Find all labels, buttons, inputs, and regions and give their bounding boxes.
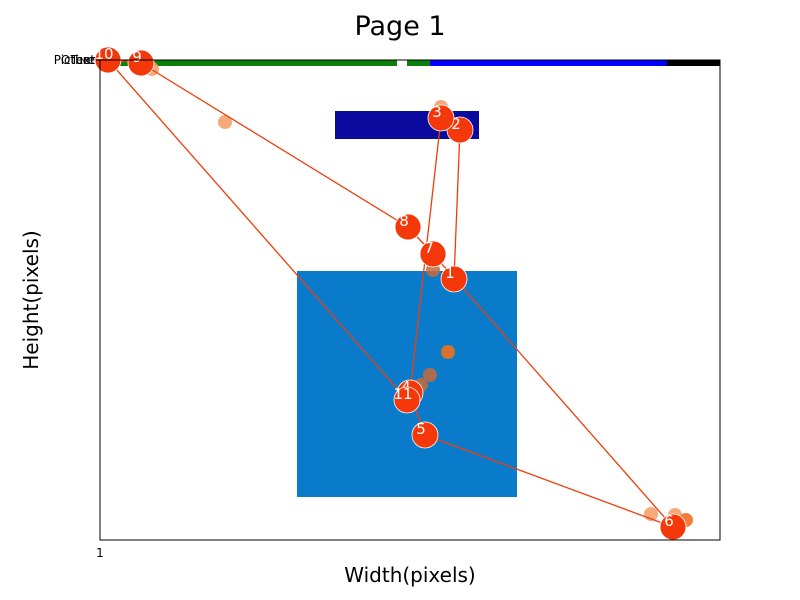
- plot-frame: [99, 59, 721, 541]
- raw-gaze-point: [441, 345, 455, 359]
- legend-bar-black: [667, 60, 720, 66]
- fixation-marker: [446, 116, 474, 144]
- fixation-3: 3: [427, 103, 455, 132]
- x-tick-label: 1: [96, 546, 104, 560]
- fixation-label: 10: [94, 45, 113, 63]
- scanpath-segment: [453, 129, 461, 280]
- fixation-11: 11: [393, 385, 421, 414]
- fixation-10: 10: [94, 45, 122, 74]
- chart-title: Page 1: [354, 11, 445, 42]
- fixation-marker: [127, 49, 155, 77]
- fixation-label: 11: [393, 385, 412, 403]
- scanpath-segment: [107, 59, 408, 401]
- fixation-1: 1: [440, 264, 468, 293]
- legend-bar-blue: [430, 60, 667, 66]
- fixation-label: 5: [416, 420, 426, 438]
- y-tick-label: Text: [70, 53, 96, 67]
- fixation-label: 6: [664, 512, 674, 530]
- fixation-7: 7: [419, 239, 447, 268]
- fixation-label: 3: [432, 103, 442, 121]
- regions-layer: [100, 60, 720, 497]
- scanpath-segment: [140, 62, 409, 228]
- fixation-8: 8: [394, 212, 422, 241]
- fixation-label: 2: [451, 115, 461, 133]
- fixation-marker: [419, 240, 447, 268]
- fixation-marker: [411, 421, 439, 449]
- fixation-label: 8: [399, 212, 409, 230]
- fixation-marker: [440, 265, 468, 293]
- fixation-label: 9: [132, 48, 142, 66]
- fixation-marker: [394, 213, 422, 241]
- plot-area: 1234567891011: [94, 45, 721, 541]
- raw-gaze-point: [423, 368, 437, 382]
- y-axis-label: Height(pixels): [19, 230, 43, 369]
- x-axis-label: Width(pixels): [344, 563, 475, 587]
- fixation-label: 7: [424, 239, 434, 257]
- y-tick-label: Picture: [54, 53, 95, 67]
- y-tick-label: Other: [61, 53, 95, 67]
- fixation-marker: [427, 104, 455, 132]
- fixation-2: 2: [446, 115, 474, 144]
- fixation-label: 1: [445, 264, 455, 282]
- fixation-9: 9: [127, 48, 155, 77]
- legend-bar-green-left: [100, 60, 397, 66]
- scanpath-segment: [432, 253, 674, 528]
- legend-bar-green-right: [407, 60, 430, 66]
- fixation-marker: [393, 386, 421, 414]
- raw-gaze-point: [218, 115, 232, 129]
- fixation-5: 5: [411, 420, 439, 449]
- scanpath-segment: [424, 434, 674, 528]
